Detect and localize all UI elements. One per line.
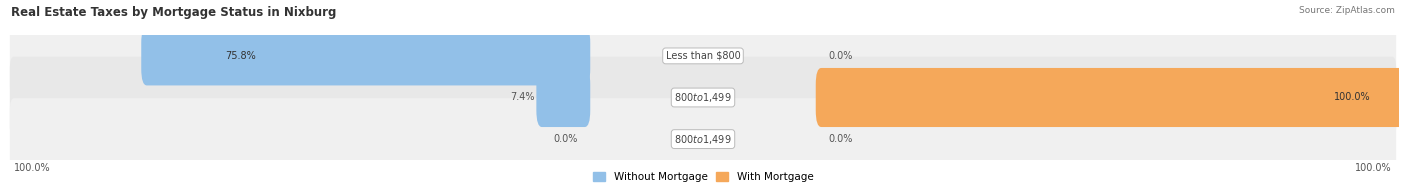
- Text: 100.0%: 100.0%: [14, 163, 51, 173]
- Text: 0.0%: 0.0%: [828, 134, 852, 144]
- Text: 75.8%: 75.8%: [225, 51, 256, 61]
- FancyBboxPatch shape: [536, 68, 591, 127]
- Legend: Without Mortgage, With Mortgage: Without Mortgage, With Mortgage: [593, 172, 813, 182]
- Text: 100.0%: 100.0%: [1355, 163, 1392, 173]
- Text: 7.4%: 7.4%: [510, 92, 534, 103]
- FancyBboxPatch shape: [141, 26, 591, 85]
- Text: Source: ZipAtlas.com: Source: ZipAtlas.com: [1299, 6, 1395, 15]
- FancyBboxPatch shape: [815, 68, 1405, 127]
- Text: $800 to $1,499: $800 to $1,499: [675, 91, 731, 104]
- Text: 0.0%: 0.0%: [828, 51, 852, 61]
- FancyBboxPatch shape: [10, 98, 1396, 180]
- Text: $800 to $1,499: $800 to $1,499: [675, 133, 731, 146]
- FancyBboxPatch shape: [10, 57, 1396, 138]
- Text: Less than $800: Less than $800: [665, 51, 741, 61]
- Text: 0.0%: 0.0%: [554, 134, 578, 144]
- FancyBboxPatch shape: [10, 15, 1396, 97]
- Text: Real Estate Taxes by Mortgage Status in Nixburg: Real Estate Taxes by Mortgage Status in …: [11, 6, 336, 19]
- Text: 100.0%: 100.0%: [1333, 92, 1369, 103]
